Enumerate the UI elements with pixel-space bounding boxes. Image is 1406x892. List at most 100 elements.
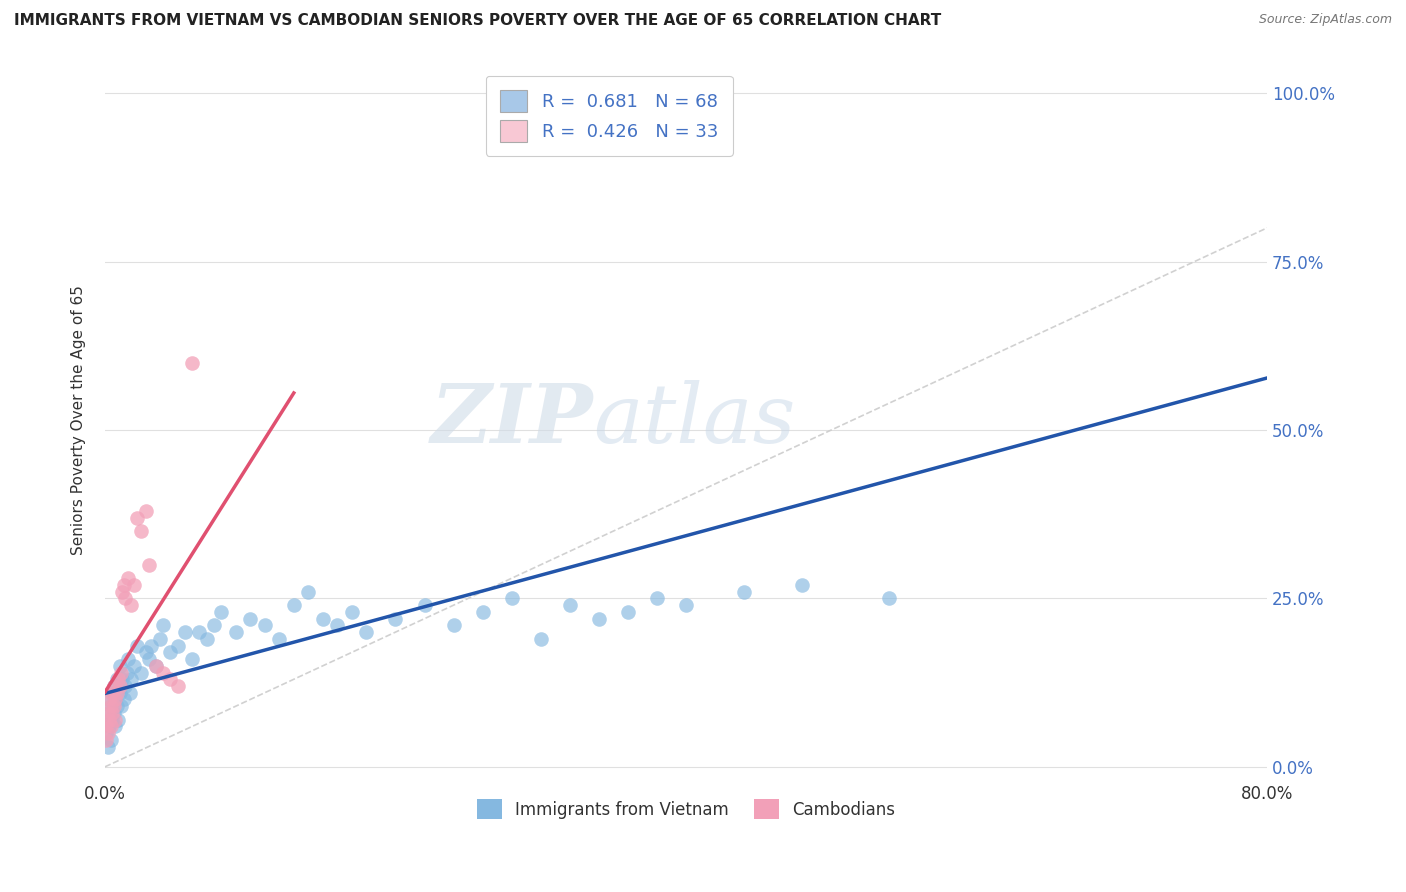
Point [471, 605, 494, 619]
Point [98, 719, 121, 733]
Point [108, 686, 131, 700]
Point [101, 706, 124, 720]
Point [100, 699, 122, 714]
Point [326, 618, 349, 632]
Point [97, 706, 120, 720]
Point [141, 639, 163, 653]
Point [173, 625, 195, 640]
Point [138, 558, 160, 572]
Point [103, 699, 125, 714]
Point [530, 632, 553, 646]
Point [188, 625, 211, 640]
Point [98, 692, 121, 706]
Point [675, 598, 697, 612]
Point [103, 706, 125, 720]
Text: Source: ZipAtlas.com: Source: ZipAtlas.com [1258, 13, 1392, 27]
Point [122, 578, 145, 592]
Point [100, 699, 122, 714]
Point [129, 524, 152, 538]
Point [149, 632, 172, 646]
Point [159, 673, 181, 687]
Point [181, 356, 204, 370]
Point [108, 679, 131, 693]
Point [97, 726, 120, 740]
Point [340, 605, 363, 619]
Point [152, 618, 174, 632]
Point [104, 719, 127, 733]
Point [104, 692, 127, 706]
Point [209, 605, 232, 619]
Point [877, 591, 900, 606]
Point [98, 692, 121, 706]
Point [120, 673, 142, 687]
Point [97, 739, 120, 754]
Point [413, 598, 436, 612]
Point [110, 699, 132, 714]
Point [103, 679, 125, 693]
Point [96, 726, 118, 740]
Point [617, 605, 640, 619]
Point [105, 673, 128, 687]
Point [111, 584, 134, 599]
Point [152, 665, 174, 680]
Point [283, 598, 305, 612]
Point [108, 658, 131, 673]
Point [98, 713, 121, 727]
Point [115, 665, 138, 680]
Point [120, 598, 142, 612]
Point [96, 719, 118, 733]
Legend: Immigrants from Vietnam, Cambodians: Immigrants from Vietnam, Cambodians [470, 792, 901, 826]
Point [269, 632, 291, 646]
Point [792, 578, 814, 592]
Text: IMMIGRANTS FROM VIETNAM VS CAMBODIAN SENIORS POVERTY OVER THE AGE OF 65 CORRELAT: IMMIGRANTS FROM VIETNAM VS CAMBODIAN SEN… [14, 13, 941, 29]
Point [107, 713, 129, 727]
Point [100, 719, 122, 733]
Point [97, 706, 120, 720]
Point [645, 591, 668, 606]
Point [96, 732, 118, 747]
Point [202, 618, 225, 632]
Point [110, 665, 132, 680]
Point [122, 658, 145, 673]
Point [356, 625, 378, 640]
Point [225, 625, 247, 640]
Point [135, 504, 157, 518]
Point [104, 692, 127, 706]
Point [1357, 87, 1379, 101]
Point [501, 591, 523, 606]
Point [145, 658, 167, 673]
Point [104, 713, 127, 727]
Text: atlas: atlas [593, 380, 796, 460]
Point [166, 679, 188, 693]
Point [558, 598, 581, 612]
Point [443, 618, 465, 632]
Point [117, 652, 139, 666]
Point [125, 639, 148, 653]
Point [114, 591, 136, 606]
Point [101, 686, 124, 700]
Point [101, 713, 124, 727]
Point [117, 571, 139, 585]
Point [112, 692, 135, 706]
Point [588, 612, 610, 626]
Point [239, 612, 262, 626]
Text: ZIP: ZIP [430, 380, 593, 460]
Point [107, 673, 129, 687]
Point [105, 699, 128, 714]
Point [118, 686, 141, 700]
Point [384, 612, 406, 626]
Point [105, 686, 128, 700]
Point [297, 584, 319, 599]
Point [138, 652, 160, 666]
Point [129, 665, 152, 680]
Point [166, 639, 188, 653]
Point [100, 732, 122, 747]
Point [114, 679, 136, 693]
Point [103, 679, 125, 693]
Point [125, 510, 148, 524]
Point [312, 612, 335, 626]
Point [181, 652, 204, 666]
Point [159, 645, 181, 659]
Point [112, 578, 135, 592]
Point [111, 673, 134, 687]
